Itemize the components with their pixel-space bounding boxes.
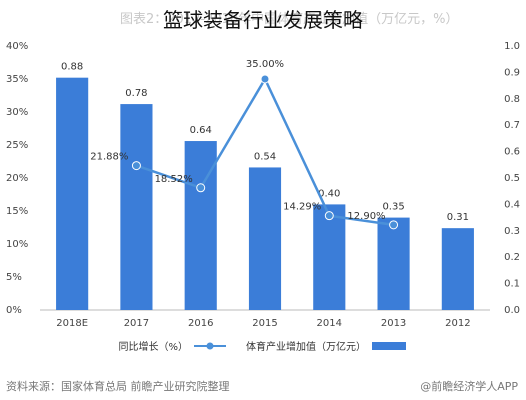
- left-tick-label: 35%: [6, 74, 28, 85]
- growth-point: [389, 220, 399, 230]
- bar-value-label: 0.35: [382, 202, 404, 213]
- bar-value-label: 0.31: [447, 212, 469, 223]
- legend-line-label: 同比增长（%）: [118, 340, 188, 353]
- growth-value-label: 18.52%: [155, 174, 193, 185]
- growth-value-label: 21.88%: [90, 152, 128, 163]
- bar-2015: [248, 167, 282, 310]
- legend-bar-swatch: [372, 342, 406, 350]
- left-tick-label: 30%: [6, 107, 28, 118]
- bar-value-label: 0.78: [125, 88, 147, 99]
- legend-bar-label: 体育产业增加值（万亿元）: [246, 340, 366, 353]
- growth-value-label: 35.00%: [246, 59, 284, 70]
- left-tick-label: 5%: [6, 272, 22, 283]
- bar-value-label: 0.88: [61, 62, 83, 73]
- right-tick-label: 0.4: [504, 199, 520, 210]
- right-tick-label: 0.7: [504, 120, 520, 131]
- right-tick-label: 0.5: [504, 173, 520, 184]
- category-label: 2013: [381, 318, 406, 329]
- left-tick-label: 25%: [6, 140, 28, 151]
- bar-2017: [120, 104, 153, 310]
- legend-line-marker: [206, 342, 214, 350]
- growth-point: [196, 183, 206, 193]
- left-tick-label: 15%: [6, 206, 28, 217]
- right-tick-label: 0.6: [504, 147, 520, 158]
- source-right: @前瞻经济学人APP: [420, 380, 518, 393]
- right-tick-label: 0.9: [504, 67, 520, 78]
- left-tick-label: 20%: [6, 173, 28, 184]
- bar-value-label: 0.54: [254, 151, 276, 162]
- right-tick-label: 0.1: [504, 279, 520, 290]
- left-tick-label: 40%: [6, 41, 28, 52]
- growth-point: [260, 74, 270, 84]
- category-label: 2017: [124, 318, 149, 329]
- growth-value-label: 14.29%: [283, 202, 321, 213]
- left-tick-label: 10%: [6, 239, 28, 250]
- source-left: 资料来源：国家体育总局 前瞻产业研究院整理: [6, 380, 230, 393]
- bar-2013: [377, 217, 410, 310]
- bar-2014: [313, 204, 346, 310]
- growth-point: [131, 161, 141, 171]
- page-title: 篮球装备行业发展策略: [163, 8, 363, 32]
- right-tick-label: 0.0: [504, 305, 520, 316]
- right-tick-label: 1.0: [504, 41, 520, 52]
- right-tick-label: 0.8: [504, 94, 520, 105]
- right-tick-label: 0.3: [504, 226, 520, 237]
- left-tick-label: 0%: [6, 305, 22, 316]
- growth-value-label: 12.90%: [347, 211, 385, 222]
- right-tick-label: 0.2: [504, 252, 520, 263]
- category-label: 2012: [445, 318, 470, 329]
- category-label: 2014: [317, 318, 342, 329]
- bar-value-label: 0.40: [318, 188, 340, 199]
- category-label: 2015: [252, 318, 277, 329]
- chart-caption-faded: 图表2：2012-2018年中国体育产业增加值（万亿元，%）: [120, 12, 459, 27]
- category-label: 2016: [188, 318, 213, 329]
- bar-2012: [441, 228, 474, 310]
- growth-point: [324, 211, 334, 221]
- category-label: 2018E: [56, 318, 88, 329]
- bar-2018E: [56, 77, 89, 311]
- bar-value-label: 0.64: [190, 125, 212, 136]
